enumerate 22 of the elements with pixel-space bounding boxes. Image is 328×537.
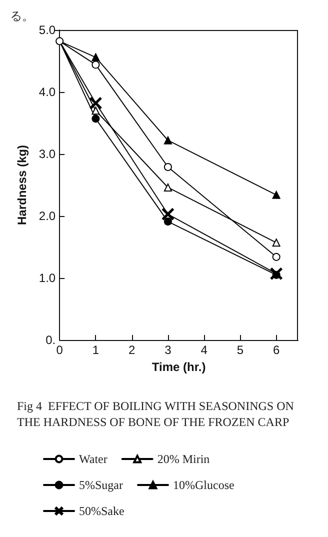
x-tick-label: 3: [164, 343, 172, 357]
x-tick-label: 5: [236, 343, 244, 357]
x-tick-label: 1: [92, 343, 100, 357]
y-tick-label: 1.0: [38, 271, 56, 285]
text: Fig 4 EFFECT OF BOILING WITH SEASONINGS ON THE HARDNESS OF BONE OF THE FROZEN CARP: [17, 399, 297, 429]
y-tick-label: 3.0: [38, 147, 56, 161]
y-tick-label: 4.0: [38, 85, 56, 99]
legend-label: 50%Sake: [79, 504, 124, 518]
x-axis-title: Time (hr.): [152, 360, 206, 374]
text: る。: [10, 9, 34, 23]
legend-label: 10%Glucose: [172, 478, 234, 492]
x-tick-label: 4: [200, 343, 208, 357]
legend-label: Water: [79, 452, 108, 466]
legend-label: 5%Sugar: [79, 478, 123, 492]
x-tick-label: 6: [272, 343, 280, 357]
y-axis-title: Hardness (kg): [15, 144, 29, 226]
y-tick-label: 5.0: [38, 23, 56, 37]
x-tick-label: 2: [128, 343, 136, 357]
y-tick-label: 0.: [46, 333, 56, 347]
y-tick-label: 2.0: [38, 209, 56, 223]
legend-label: 20% Mirin: [157, 452, 210, 466]
x-tick-label: 0: [56, 343, 64, 357]
